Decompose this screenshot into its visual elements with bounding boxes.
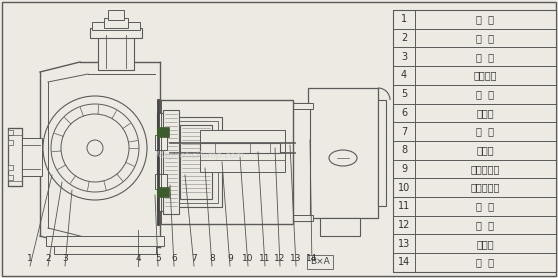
Text: 隔  板: 隔 板 [477,126,494,136]
Text: 3: 3 [62,254,68,263]
Text: 8: 8 [209,254,215,263]
Bar [157,187,169,197]
Bar [163,110,179,214]
Text: 泵  轴: 泵 轴 [477,201,494,211]
Bar [287,103,313,109]
Bar [160,100,293,224]
Bar [290,103,310,221]
Text: 静  环: 静 环 [477,33,494,43]
Text: 12: 12 [398,220,410,230]
Text: 联接架: 联接架 [477,239,494,249]
Bar [393,10,556,272]
Bar [92,22,140,30]
Text: 11: 11 [398,201,410,211]
Text: 内磁锂总成: 内磁锂总成 [471,183,500,193]
Text: 4: 4 [135,254,141,263]
Bar [8,130,13,135]
Text: 7: 7 [191,254,197,263]
Text: 2: 2 [45,254,51,263]
Text: 7: 7 [401,126,407,136]
Text: 6: 6 [171,254,177,263]
Text: 6: 6 [401,108,407,118]
Bar [378,100,386,206]
Text: 9: 9 [401,164,407,174]
Text: 泵  体: 泵 体 [477,14,494,24]
Bar [157,113,165,211]
Bar [8,165,13,170]
Text: 13: 13 [290,254,302,263]
Text: 隔离层: 隔离层 [477,145,494,155]
Text: 5: 5 [401,89,407,99]
Bar [22,138,42,176]
Text: 动  环: 动 环 [477,52,494,62]
Text: 2: 2 [401,33,407,43]
Bar [200,130,285,172]
Text: 1: 1 [27,254,33,263]
Text: 12: 12 [275,254,286,263]
Text: MagneticPump.com: MagneticPump.com [156,150,244,160]
Bar [108,10,124,20]
Text: 1: 1 [401,14,407,24]
Text: 9: 9 [227,254,233,263]
Text: 外磁锂总成: 外磁锂总成 [471,164,500,174]
Text: 加水螺栓: 加水螺栓 [474,70,497,80]
Bar [54,246,156,254]
Text: 5: 5 [155,254,161,263]
Text: 13: 13 [398,239,410,249]
Text: 3: 3 [401,52,407,62]
Text: 8: 8 [401,145,407,155]
Text: 14: 14 [398,257,410,267]
Bar [155,135,167,150]
Text: 14: 14 [306,254,318,263]
Text: B×A: B×A [310,257,330,267]
Bar [320,218,360,236]
Bar [172,117,222,207]
Text: 轴  套: 轴 套 [477,220,494,230]
Text: 电  机: 电 机 [477,257,494,267]
Bar [180,125,212,199]
Text: 密封圈: 密封圈 [477,108,494,118]
Bar [46,236,164,246]
Bar [308,88,378,218]
Bar [98,35,134,70]
Text: 叶  轮: 叶 轮 [477,89,494,99]
Bar [155,174,167,189]
Text: 4: 4 [401,70,407,80]
Bar [104,18,128,28]
Bar [176,121,218,203]
Text: 11: 11 [259,254,271,263]
Text: 10: 10 [398,183,410,193]
Bar [157,127,169,137]
Bar [8,128,22,186]
Text: 10: 10 [242,254,254,263]
Bar [90,28,142,38]
Bar [8,140,13,145]
Bar [8,175,13,180]
Bar [200,143,280,153]
Bar [200,152,285,160]
Bar [287,215,313,221]
